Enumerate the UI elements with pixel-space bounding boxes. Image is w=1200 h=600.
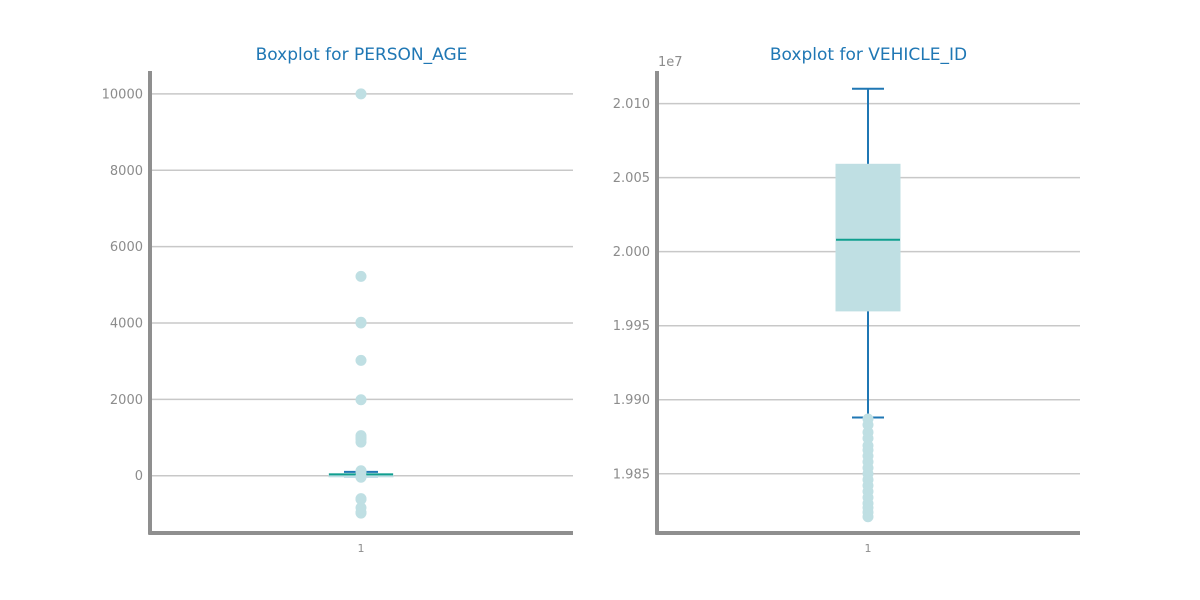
ytick-label-0-0: 0 <box>135 469 143 484</box>
flier-point-0-18 <box>355 507 367 519</box>
ytick-label-0-2: 4000 <box>110 317 143 332</box>
ytick-label-0-1: 2000 <box>110 393 143 408</box>
flier-point-0-4 <box>355 354 367 366</box>
offset-label-1: 1e7 <box>658 55 683 70</box>
flier-point-0-3 <box>355 317 367 329</box>
flier-point-0-0 <box>355 88 367 100</box>
chart-title-1: Boxplot for VEHICLE_ID <box>770 45 967 65</box>
ytick-label-0-4: 8000 <box>110 164 143 179</box>
xtick-label-1-0: 1 <box>865 542 872 555</box>
flier-point-0-13 <box>355 471 367 483</box>
ytick-label-1-2: 1.995 <box>613 319 650 334</box>
ytick-label-0-3: 6000 <box>110 240 143 255</box>
xtick-label-0-0: 1 <box>358 542 365 555</box>
ytick-label-1-0: 1.985 <box>613 467 650 482</box>
flier-point-0-5 <box>355 394 367 406</box>
flier-point-1-17 <box>862 511 874 523</box>
chart-title-0: Boxplot for PERSON_AGE <box>256 45 468 65</box>
ytick-label-1-5: 2.010 <box>613 97 650 112</box>
flier-point-0-9 <box>355 436 367 448</box>
flier-point-0-1 <box>355 270 367 282</box>
ytick-label-1-4: 2.005 <box>613 171 650 186</box>
ytick-label-1-1: 1.990 <box>613 393 650 408</box>
box-1 <box>835 163 901 312</box>
ytick-label-1-3: 2.000 <box>613 245 650 260</box>
ytick-label-0-5: 10000 <box>102 87 143 102</box>
